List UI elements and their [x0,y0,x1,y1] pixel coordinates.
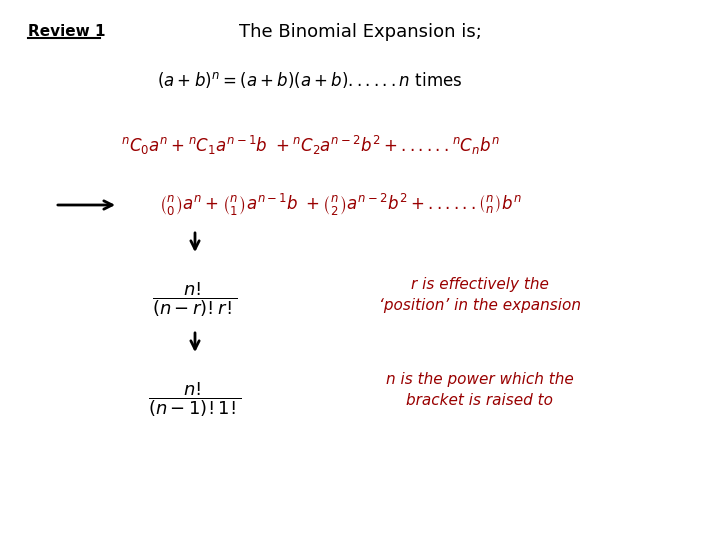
Text: n is the power which the
bracket is raised to: n is the power which the bracket is rais… [386,372,574,408]
Text: $\dfrac{n!}{(n-r)!r!}$: $\dfrac{n!}{(n-r)!r!}$ [152,281,238,319]
Text: The Binomial Expansion is;: The Binomial Expansion is; [238,23,482,41]
Text: $\binom{n}{0}a^n+\binom{n}{1}a^{n-1}b\ +\binom{n}{2}a^{n-2}b^2+......\binom{n}{n: $\binom{n}{0}a^n+\binom{n}{1}a^{n-1}b\ +… [158,192,521,219]
Text: r is effectively the
‘position’ in the expansion: r is effectively the ‘position’ in the e… [379,277,581,313]
Text: $\dfrac{n!}{(n-1)!1!}$: $\dfrac{n!}{(n-1)!1!}$ [148,381,242,420]
Text: Review 1: Review 1 [28,24,106,39]
Text: $(a+b)^n=(a+b)(a+b)......\mathit{n}\ \mathrm{times}$: $(a+b)^n=(a+b)(a+b)......\mathit{n}\ \ma… [158,70,463,90]
Text: ${}^nC_0a^n+{}^nC_1a^{n-1}b\ +{}^nC_2a^{n-2}b^2+......{}^nC_nb^n$: ${}^nC_0a^n+{}^nC_1a^{n-1}b\ +{}^nC_2a^{… [120,133,500,157]
